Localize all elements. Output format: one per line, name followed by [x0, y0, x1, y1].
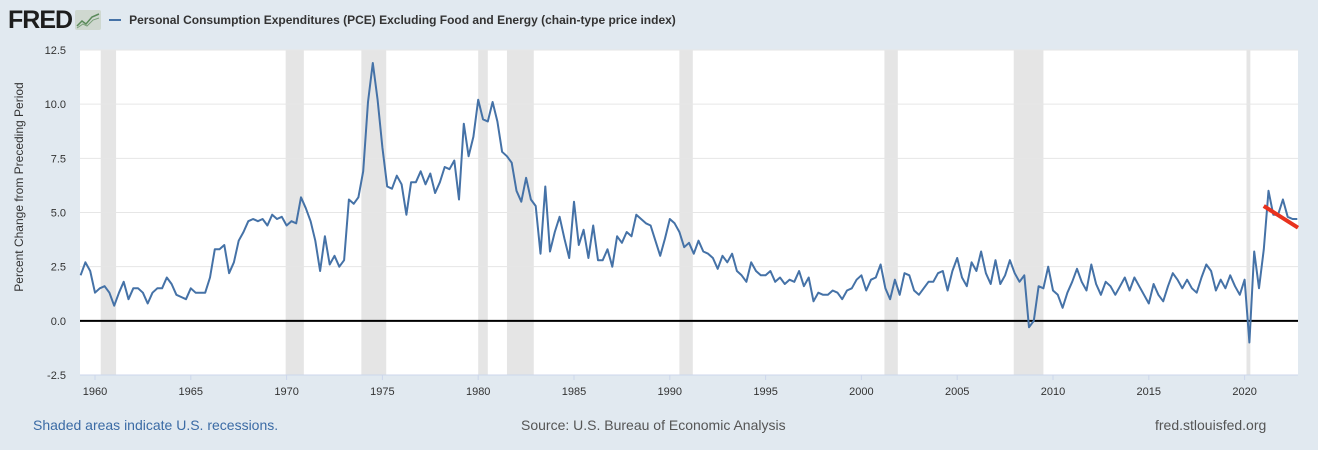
source-text: Source: U.S. Bureau of Economic Analysis [521, 417, 786, 433]
x-tick-label: 1990 [658, 386, 682, 398]
legend-series-title[interactable]: Personal Consumption Expenditures (PCE) … [129, 13, 676, 27]
x-tick-label: 1965 [179, 386, 203, 398]
x-tick-label: 2015 [1137, 386, 1161, 398]
chart-svg: 12.5 10.0 7.5 5.0 2.5 0.0 -2.5 1960 1965 1970 197… [45, 45, 1300, 398]
y-axis-ticks: 12.5 10.0 7.5 5.0 2.5 0.0 -2.5 [45, 45, 66, 382]
x-tick-label: 1980 [466, 386, 490, 398]
x-tick-label: 1960 [83, 386, 107, 398]
x-tick-label: 1995 [753, 386, 777, 398]
trend-annotation-line [1262, 204, 1300, 230]
y-tick-label: -2.5 [47, 370, 66, 382]
chart-line-icon [75, 10, 102, 30]
y-tick-label: 2.5 [51, 262, 66, 274]
legend-swatch [109, 19, 122, 21]
y-tick-label: 5.0 [51, 208, 66, 220]
x-tick-label: 1970 [274, 386, 298, 398]
recession-note-link[interactable]: Shaded areas indicate U.S. recessions. [33, 417, 279, 433]
y-tick-label: 12.5 [45, 45, 66, 57]
x-tick-label: 1985 [562, 386, 586, 398]
site-text: fred.stlouisfed.org [1155, 417, 1267, 433]
y-tick-label: 0.0 [51, 316, 66, 328]
x-axis-ticks: 1960 1965 1970 1975 1980 1985 1990 1995 2000 2005… [83, 375, 1257, 398]
series-line[interactable] [79, 62, 1298, 344]
fred-logo[interactable]: FRED [8, 5, 73, 34]
x-tick-label: 2005 [945, 386, 969, 398]
x-tick-label: 1975 [370, 386, 394, 398]
x-tick-label: 2010 [1041, 386, 1065, 398]
chart-header: FRED Personal Consumption Expenditures (… [8, 6, 676, 34]
x-tick-label: 2020 [1232, 386, 1256, 398]
y-tick-label: 10.0 [45, 99, 66, 111]
y-tick-label: 7.5 [51, 153, 66, 165]
x-tick-label: 2000 [849, 386, 873, 398]
